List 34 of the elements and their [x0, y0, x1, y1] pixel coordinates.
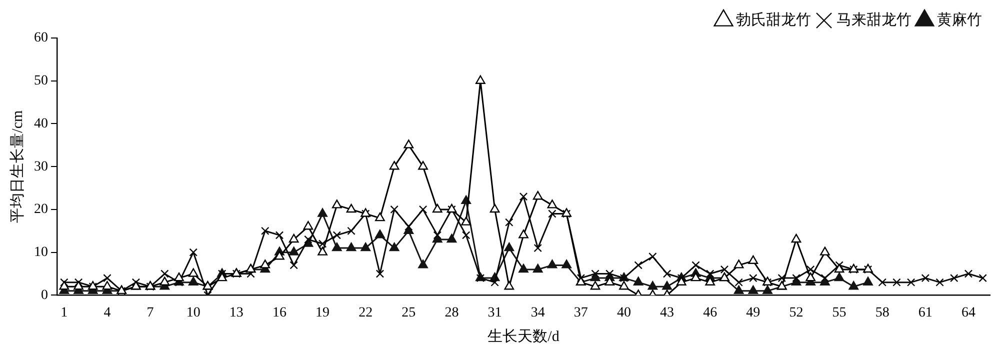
- x-tick-label: 64: [961, 305, 976, 320]
- y-tick-label: 30: [34, 159, 48, 174]
- y-tick-label: 10: [34, 245, 48, 260]
- legend-label: 勃氏甜龙竹: [736, 11, 811, 28]
- y-tick-label: 20: [34, 202, 48, 218]
- y-tick-label: 0: [41, 288, 48, 303]
- x-tick-label: 61: [918, 305, 932, 320]
- x-tick-label: 49: [746, 305, 760, 320]
- x-axis-title: 生长天数/d: [488, 328, 560, 345]
- x-tick-label: 52: [789, 305, 804, 320]
- legend-label: 马来甜龙竹: [836, 11, 912, 28]
- x-tick-label: 55: [832, 305, 846, 320]
- x-tick-label: 43: [660, 305, 674, 320]
- x-tick-label: 31: [488, 305, 502, 320]
- y-tick-label: 60: [34, 30, 48, 46]
- y-tick-label: 50: [34, 74, 48, 89]
- x-tick-label: 1: [60, 305, 68, 320]
- x-tick-label: 16: [272, 305, 286, 320]
- x-tick-label: 25: [402, 305, 416, 320]
- x-tick-label: 58: [875, 305, 890, 320]
- x-tick-label: 37: [574, 305, 588, 320]
- x-tick-label: 34: [530, 305, 545, 320]
- x-tick-label: 22: [358, 305, 373, 320]
- x-tick-label: 10: [186, 305, 200, 320]
- x-tick-label: 19: [316, 305, 330, 320]
- x-tick-label: 46: [703, 305, 718, 320]
- x-tick-label: 28: [444, 305, 459, 320]
- x-tick-label: 40: [616, 305, 631, 320]
- x-tick-label: 7: [146, 305, 154, 320]
- y-tick-label: 40: [34, 116, 48, 132]
- x-tick-label: 13: [229, 305, 244, 320]
- legend-label: 黄麻竹: [937, 11, 982, 28]
- x-tick-label: 4: [104, 305, 111, 320]
- y-axis-title: 平均日生长量/cm: [8, 110, 26, 223]
